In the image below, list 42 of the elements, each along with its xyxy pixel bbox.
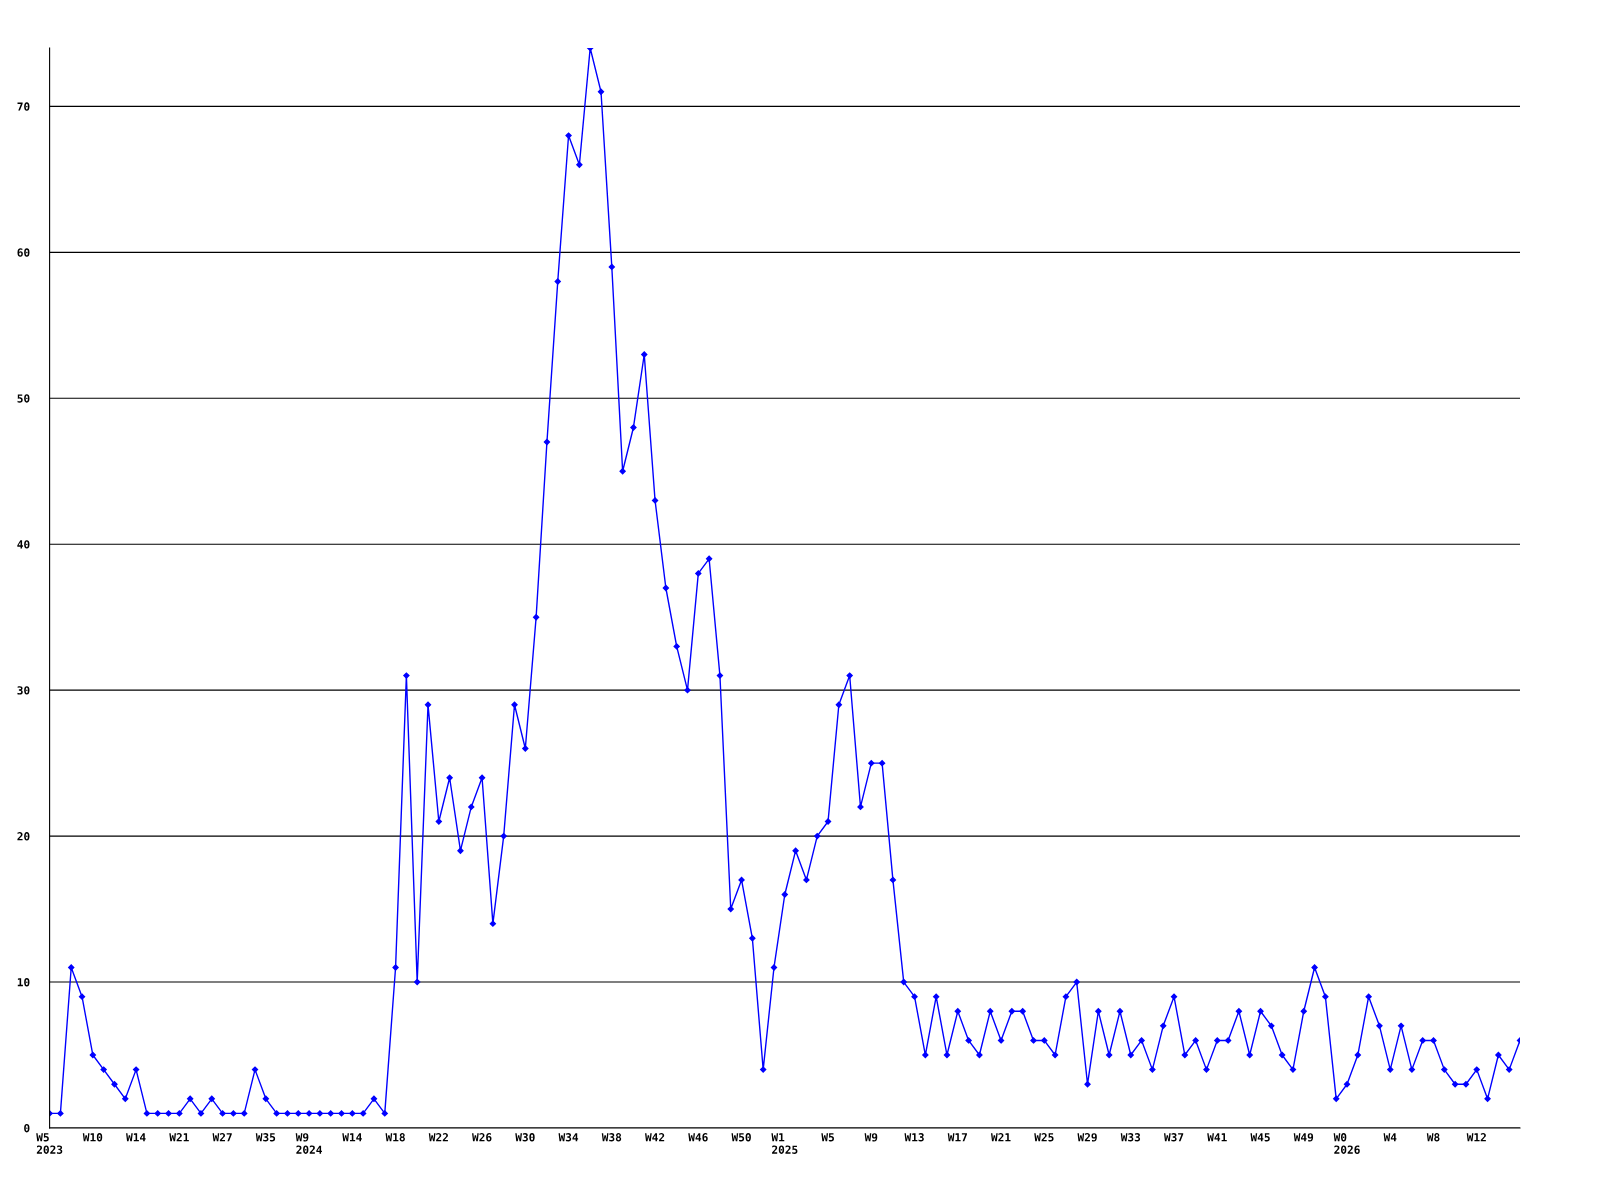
x-tick-label: W38 — [601, 1133, 622, 1142]
x-tick-label: W5 2023 — [36, 1133, 63, 1154]
x-tick-label: W21 — [169, 1133, 189, 1142]
x-tick-label: W21 — [991, 1133, 1011, 1142]
y-tick-label: 50 — [17, 394, 30, 403]
x-tick-label: W12 — [1466, 1133, 1486, 1142]
y-tick-label: 40 — [17, 540, 30, 549]
x-tick-label: W14 — [342, 1133, 362, 1142]
x-tick-label: W41 — [1207, 1133, 1227, 1142]
y-tick-label: 0 — [24, 1123, 30, 1133]
x-tick-label: W5 — [821, 1133, 834, 1142]
x-tick-label: W26 — [472, 1133, 492, 1142]
x-tick-label: W22 — [428, 1133, 448, 1142]
x-tick-label: W14 — [126, 1133, 146, 1142]
x-tick-label: W45 — [1250, 1133, 1270, 1142]
x-tick-label: W34 — [558, 1133, 579, 1142]
x-tick-label: W27 — [212, 1133, 232, 1142]
y-tick-label: 30 — [17, 686, 30, 695]
x-tick-label: W33 — [1120, 1133, 1141, 1142]
x-tick-label: W42 — [645, 1133, 665, 1142]
x-tick-label: W50 — [731, 1133, 751, 1142]
y-tick-label: 70 — [17, 102, 30, 111]
y-tick-label: 20 — [17, 832, 30, 841]
x-tick-label: W35 — [255, 1133, 276, 1142]
x-tick-label: W9 — [864, 1133, 878, 1142]
x-tick-label: W49 — [1293, 1133, 1314, 1142]
y-tick-label: 60 — [17, 248, 30, 257]
x-tick-label: W17 — [947, 1133, 967, 1142]
x-tick-label: W18 — [385, 1133, 405, 1142]
x-tick-label: W46 — [688, 1133, 708, 1142]
x-tick-label: W13 — [904, 1133, 924, 1142]
x-tick-label: W0 2026 — [1333, 1133, 1360, 1154]
x-tick-label: W37 — [1163, 1133, 1184, 1142]
y-tick-label: 10 — [17, 978, 30, 987]
x-tick-label: W8 — [1426, 1133, 1440, 1142]
x-tick-label: W9 2024 — [295, 1133, 322, 1154]
x-tick-label: W29 — [1077, 1133, 1097, 1142]
x-tick-label: W30 — [515, 1133, 535, 1142]
x-tick-label: W1 2025 — [771, 1133, 798, 1154]
x-tick-label: W25 — [1034, 1133, 1054, 1142]
x-tick-label: W4 — [1383, 1133, 1397, 1142]
x-tick-label: W10 — [82, 1133, 103, 1142]
